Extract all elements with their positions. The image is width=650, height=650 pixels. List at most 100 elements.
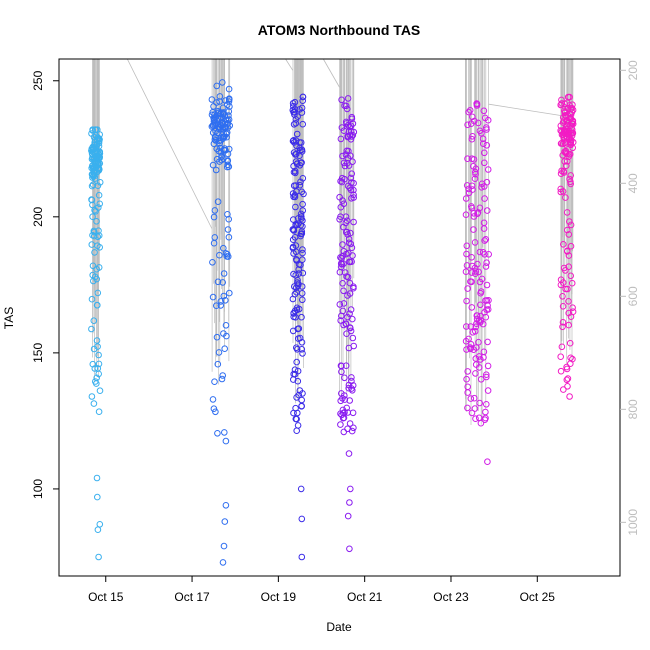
tas-point: [343, 120, 350, 127]
tas-point: [346, 279, 354, 287]
tas-point: [475, 268, 483, 276]
tas-point: [293, 346, 301, 353]
tas-point: [95, 232, 103, 239]
tas-point: [96, 179, 104, 186]
tas-point: [219, 559, 227, 566]
tas-point: [350, 191, 357, 199]
tas-point: [221, 345, 228, 353]
tas-point: [483, 297, 491, 304]
tas-point: [338, 368, 345, 376]
tas-point: [348, 377, 355, 385]
tas-point: [341, 162, 349, 170]
tas-point: [214, 129, 221, 137]
tas-point: [482, 236, 490, 243]
tas-point: [94, 493, 101, 501]
tas-point: [220, 330, 227, 337]
tas-point: [211, 136, 219, 143]
tas-point: [558, 343, 566, 351]
tas-point: [343, 250, 350, 258]
tas-point: [337, 135, 345, 143]
tas-point: [89, 181, 97, 188]
tas-point: [483, 124, 490, 131]
tas-point: [296, 139, 303, 146]
tas-point: [224, 226, 232, 233]
tas-point: [299, 350, 306, 357]
tas-point: [484, 338, 491, 346]
tas-point: [568, 279, 576, 287]
tas-point: [347, 229, 354, 237]
tas-point: [483, 259, 490, 267]
tas-point: [464, 121, 471, 129]
tas-point: [344, 273, 352, 281]
tas-point: [468, 253, 475, 261]
tas-point: [481, 149, 488, 157]
tas-point: [557, 122, 565, 130]
tas-point: [91, 249, 98, 256]
tas-point: [482, 263, 490, 270]
tas-point: [209, 161, 217, 169]
tas-point: [88, 295, 96, 303]
tas-point: [291, 234, 299, 241]
tas-point: [346, 545, 353, 553]
tas-point: [292, 120, 300, 127]
tas-point: [339, 280, 346, 287]
tas-point: [564, 226, 571, 234]
tas-point: [348, 113, 356, 121]
tas-point: [89, 126, 96, 133]
tas-point: [348, 244, 356, 251]
tas-point: [566, 339, 574, 347]
tas-point: [567, 221, 575, 229]
tas-point: [344, 154, 352, 162]
tas-point: [564, 383, 571, 390]
tas-point: [338, 312, 345, 320]
tas-point: [470, 163, 477, 170]
tas-point: [225, 163, 233, 170]
tas-point: [464, 404, 471, 412]
tas-point: [478, 180, 486, 188]
tas-point: [557, 353, 565, 361]
tas-point: [93, 275, 100, 283]
tas-point: [467, 120, 475, 127]
tas-point: [471, 175, 479, 182]
tas-point: [297, 230, 305, 238]
tas-point: [89, 360, 97, 368]
tas-point: [343, 147, 351, 155]
tas-point: [345, 133, 352, 140]
tas-point: [340, 287, 347, 295]
tas-point: [559, 293, 566, 300]
tas-point: [480, 140, 487, 147]
tas-point: [463, 297, 470, 305]
tas-point: [473, 312, 481, 319]
tas-point: [567, 313, 575, 321]
x-tick-label: Oct 17: [174, 590, 210, 604]
tas-point: [343, 404, 351, 412]
tas-point: [483, 373, 490, 381]
tas-point: [92, 160, 100, 168]
tas-point: [88, 241, 96, 248]
tas-point: [297, 210, 305, 218]
tas-point: [299, 200, 306, 208]
tas-point: [293, 256, 300, 263]
tas-point: [209, 396, 217, 403]
tas-point: [293, 304, 301, 312]
tas-point: [218, 156, 225, 164]
tas-point: [566, 218, 573, 225]
tas-point: [225, 95, 233, 102]
tas-point: [211, 234, 219, 241]
tas-point: [289, 243, 297, 251]
tas-point: [96, 136, 103, 143]
tas-point: [348, 258, 355, 266]
tas-point: [210, 140, 218, 147]
tas-point: [480, 107, 488, 115]
tas-point: [297, 178, 304, 186]
tas-point: [338, 390, 345, 397]
tas-point: [485, 251, 493, 258]
tas-point: [95, 553, 102, 561]
flight-series: [289, 59, 307, 561]
tas-point: [562, 162, 570, 169]
tas-point: [293, 160, 301, 168]
tas-point: [220, 244, 227, 252]
tas-point: [344, 95, 352, 102]
tas-point: [478, 184, 485, 191]
tas-point: [464, 368, 472, 375]
